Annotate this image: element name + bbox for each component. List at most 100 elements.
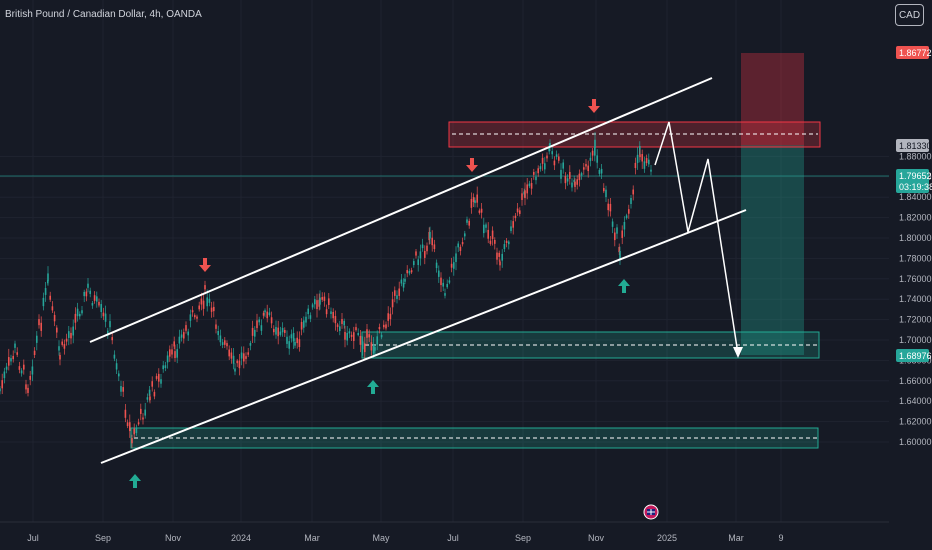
candle-body	[122, 387, 124, 392]
candle-body	[541, 157, 544, 164]
price-tick-label: 1.62000	[899, 417, 932, 427]
candle-body	[426, 245, 428, 252]
candle-body	[528, 183, 531, 187]
candle-body	[79, 313, 81, 317]
last-price-text: 1.79652	[899, 171, 932, 181]
candle-body	[243, 353, 245, 362]
candle-body	[628, 209, 630, 214]
candle-body	[609, 203, 612, 212]
price-tick-label: 1.60000	[899, 437, 932, 447]
candle-body	[219, 335, 222, 343]
candle-body	[512, 221, 514, 228]
currency-button[interactable]: CAD	[895, 4, 924, 26]
candle-body	[14, 343, 16, 348]
up-arrow-icon	[371, 386, 375, 394]
candle-body	[614, 232, 616, 241]
candle-body	[472, 197, 475, 203]
up-arrow-icon	[618, 279, 630, 286]
candle-body	[343, 320, 345, 326]
candle-body	[158, 373, 160, 382]
candle-body	[526, 184, 528, 194]
candle-body	[332, 311, 334, 319]
candle-body	[162, 365, 164, 370]
candle-body	[619, 251, 621, 260]
candle-body	[85, 291, 88, 297]
candle-body	[389, 313, 392, 320]
candle-body	[639, 154, 641, 158]
candle-body	[366, 329, 368, 338]
candle-body	[281, 327, 284, 333]
time-tick-label: Sep	[515, 533, 531, 543]
candle-body	[142, 417, 144, 420]
candle-body	[70, 332, 72, 339]
candle-body	[5, 366, 8, 370]
candle-body	[111, 337, 113, 341]
candle-body	[238, 360, 241, 369]
candle-body	[587, 165, 589, 172]
candle-body	[185, 325, 187, 331]
candle-body	[234, 368, 236, 372]
candle-body	[65, 338, 68, 342]
candle-body	[40, 322, 42, 331]
down-arrow-icon	[466, 165, 478, 172]
candle-body	[59, 354, 61, 360]
candle-body	[361, 341, 364, 350]
candle-body	[10, 358, 12, 362]
price-tick-label: 1.78000	[899, 253, 932, 263]
projection-arrowhead	[733, 347, 743, 358]
candle-body	[189, 314, 192, 321]
candle-body	[516, 208, 519, 213]
candle-body	[309, 315, 312, 319]
down-arrow-icon	[199, 265, 211, 272]
candle-body	[230, 352, 233, 359]
price-tick-label: 1.84000	[899, 192, 932, 202]
candle-body	[413, 261, 415, 266]
candle-body	[98, 301, 100, 306]
candle-body	[305, 316, 307, 323]
candle-body	[359, 335, 362, 345]
candle-body	[61, 341, 63, 345]
candle-body	[124, 409, 127, 418]
channel-lower-line	[100, 209, 747, 464]
candle-body	[213, 306, 215, 312]
candle-body	[42, 297, 45, 307]
candle-body	[113, 354, 116, 359]
candle-body	[33, 350, 36, 356]
candle-body	[440, 277, 442, 286]
candle-body	[350, 334, 353, 337]
candle-body	[164, 365, 167, 369]
candle-body	[118, 373, 120, 377]
entry-tag-text: 1.81330	[899, 141, 932, 151]
candle-body	[187, 331, 189, 336]
candle-body	[408, 270, 411, 274]
candle-body	[254, 329, 256, 337]
candle-body	[594, 139, 596, 149]
candle-body	[585, 164, 587, 167]
candle-body	[645, 158, 648, 164]
candle-body	[300, 322, 303, 330]
signal-markers	[129, 99, 659, 520]
candle-body	[402, 282, 405, 288]
candle-body	[364, 343, 366, 353]
candle-body	[38, 319, 40, 326]
candle-body	[562, 162, 564, 169]
down-arrow-icon	[592, 99, 596, 107]
up-arrow-icon	[133, 480, 137, 488]
candle-body	[109, 321, 111, 328]
candle-body	[51, 306, 54, 311]
candle-body	[232, 355, 235, 364]
candle-body	[144, 409, 146, 416]
candle-body	[499, 261, 501, 266]
candle-body	[153, 391, 156, 397]
candle-body	[421, 244, 424, 249]
candle-body	[346, 332, 348, 341]
candle-body	[607, 203, 609, 211]
time-tick-label: Sep	[95, 533, 111, 543]
candle-body	[23, 364, 25, 370]
candle-body	[591, 150, 594, 156]
candle-body	[120, 386, 122, 392]
price-axis-bg	[889, 0, 932, 550]
stop-loss-zone	[741, 53, 804, 145]
candle-body	[344, 331, 346, 340]
